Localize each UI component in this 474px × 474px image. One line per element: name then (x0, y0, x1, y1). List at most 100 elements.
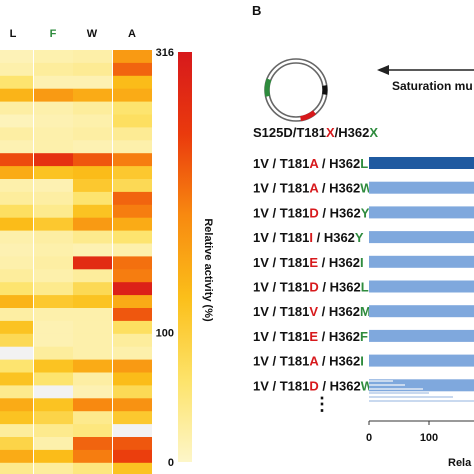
bar-label-part: / H362 (319, 205, 361, 220)
heatmap-cell (0, 398, 33, 412)
heatmap-cell (34, 179, 73, 193)
heatmap-cell (0, 333, 33, 348)
heatmap-cell (34, 398, 73, 412)
faint-bar (369, 396, 453, 398)
heatmap-cell (0, 320, 33, 335)
heatmap-cell (34, 346, 73, 361)
bar-label-part: 1V / T181 (253, 156, 309, 171)
heatmap-cell (113, 153, 152, 167)
bar-label-part: 1V / T181 (253, 255, 309, 270)
heatmap-cell (0, 191, 33, 206)
colorbar (178, 52, 192, 462)
bar (369, 354, 474, 367)
heatmap-cell (73, 333, 112, 348)
faint-bar (369, 388, 423, 390)
bar (369, 280, 474, 293)
bar-label-part: 1V / T181 (253, 205, 309, 220)
plasmid-green-segment (264, 78, 272, 97)
heatmap-cell (113, 114, 152, 128)
heatmap-cell (113, 101, 152, 116)
heatmap-cell (0, 230, 33, 245)
bar-label-part: 1V / T181 (253, 329, 309, 344)
heatmap-cell (73, 359, 112, 374)
heatmap-cell (0, 411, 33, 425)
bar-label: 1V / T181A / H362L (253, 156, 368, 171)
heatmap-cell (34, 320, 73, 335)
heatmap-cell (0, 256, 33, 270)
heatmap-cell (113, 385, 152, 399)
bar-label-part: 1V / T181 (253, 230, 309, 245)
bar (369, 255, 474, 268)
heatmap-cell (73, 191, 112, 206)
heatmap-cell (73, 153, 112, 167)
bar-label: 1V / T181A / H362W (253, 181, 373, 196)
bar-label-part: D (309, 280, 318, 295)
bar-label-part: / H362 (318, 329, 360, 344)
colorbar-min-label: 0 (168, 457, 174, 469)
heatmap-cell (0, 282, 33, 296)
bar-label-part: 1V / T181 (253, 378, 309, 393)
faint-bar (369, 392, 429, 394)
heatmap-cell (0, 462, 33, 474)
heatmap-cell (0, 75, 33, 90)
bar-label-part: I (360, 255, 364, 270)
bar-label-part: E (309, 255, 318, 270)
heatmap-cell (73, 256, 112, 270)
bar-label: 1V / T181I / H362Y (253, 230, 364, 245)
heatmap-cell (34, 204, 73, 219)
heatmap-cell (73, 282, 112, 296)
heatmap-cell (34, 88, 73, 103)
column-header: L (10, 28, 17, 40)
heatmap-cell (113, 359, 152, 374)
bar-label-part: / H362 (318, 181, 360, 196)
heatmap-cell (34, 333, 73, 348)
heatmap-cell (34, 295, 73, 309)
bar-label-part: / H362 (318, 354, 360, 369)
heatmap-cell (34, 372, 73, 386)
heatmap-cell (0, 217, 33, 232)
heatmap-cell (34, 140, 73, 154)
x-tick-label: 100 (420, 432, 438, 444)
heatmap-cell (113, 204, 152, 219)
heatmap-cell (113, 308, 152, 322)
bar-label: 1V / T181E / H362I (253, 255, 364, 270)
heatmap-cell (0, 88, 33, 103)
heatmap-cell (113, 140, 152, 154)
heatmap-cell (0, 385, 33, 399)
heatmap-cell (34, 385, 73, 399)
heatmap-cell (73, 140, 112, 154)
ellipsis: ⋮ (313, 394, 331, 414)
heatmap-cell (73, 179, 112, 193)
heatmap-cell (34, 449, 73, 464)
heatmap-cell (34, 256, 73, 270)
plasmid-label-part: X (326, 125, 335, 140)
plasmid-label: S125D/T181X/H362X (253, 125, 378, 140)
column-header: F (50, 28, 57, 40)
heatmap-cell (73, 75, 112, 90)
heatmap-cell (34, 308, 73, 322)
heatmap-cell (34, 75, 73, 90)
plasmid-label-part: X (369, 125, 378, 140)
heatmap-cell (113, 411, 152, 425)
bar-label-part: 1V / T181 (253, 280, 309, 295)
x-axis-label: Rela (448, 457, 472, 469)
heatmap-cell (0, 153, 33, 167)
colorbar-mid-label: 100 (156, 327, 174, 339)
heatmap-cell (0, 372, 33, 386)
heatmap-cell (73, 127, 112, 141)
heatmap-cell (73, 50, 112, 64)
heatmap-cell (73, 385, 112, 399)
heatmap-cell (113, 179, 152, 193)
bar (369, 206, 474, 219)
bar-label-part: W (361, 378, 374, 393)
bar (369, 379, 474, 392)
heatmap-cell (0, 295, 33, 309)
bar-label: 1V / T181V / H362M (253, 304, 371, 319)
faint-bar (369, 400, 474, 402)
bar-label-part: W (360, 181, 373, 196)
heatmap-cell (113, 346, 152, 361)
heatmap-cell (34, 437, 73, 451)
x-tick-label: 0 (366, 432, 372, 444)
column-header: W (87, 28, 98, 40)
heatmap-cell (34, 411, 73, 425)
